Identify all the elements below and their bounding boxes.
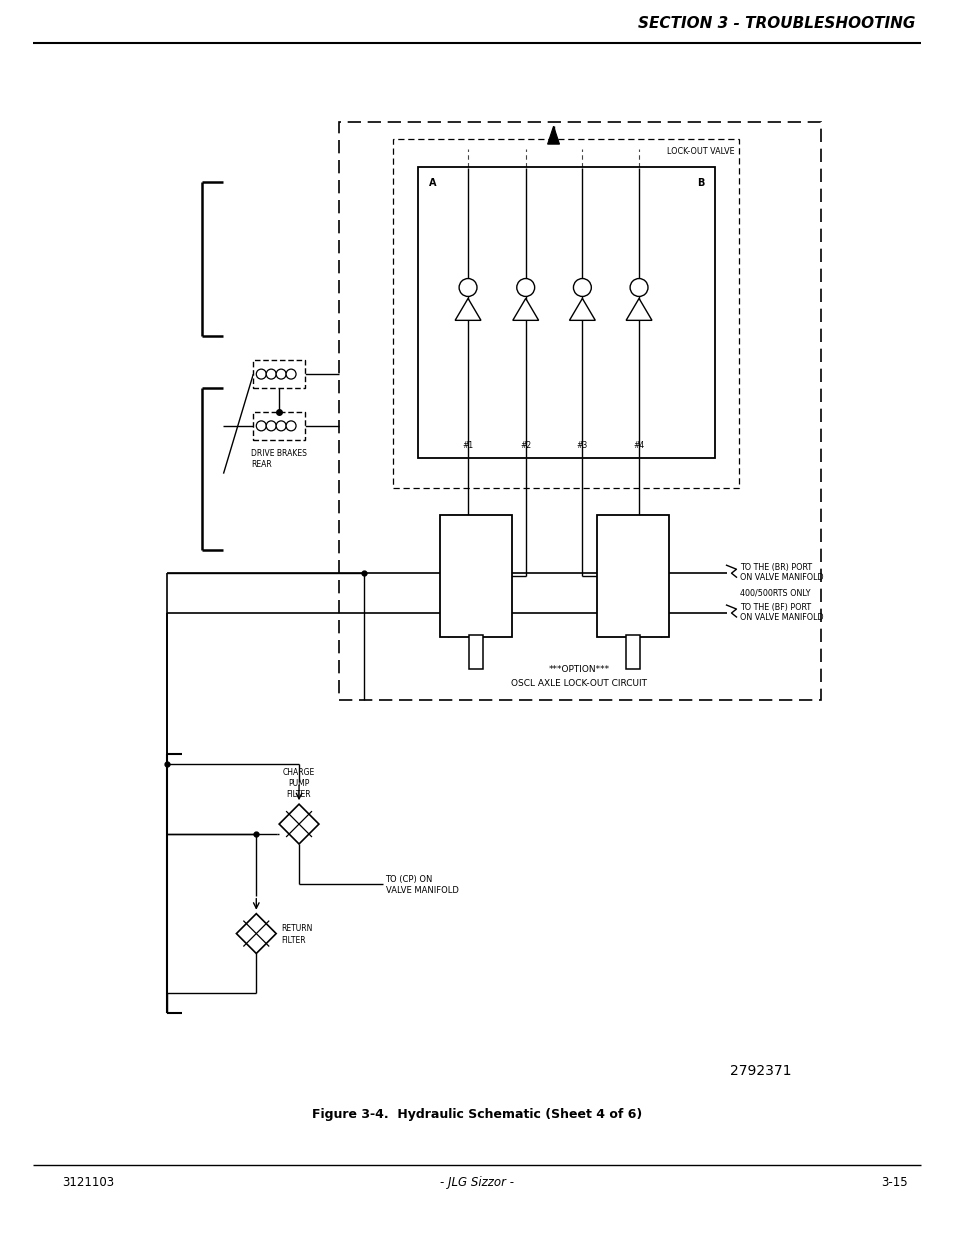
Text: CHARGE: CHARGE [283,768,314,777]
Circle shape [573,279,591,296]
Circle shape [286,421,295,431]
Polygon shape [547,126,558,144]
Bar [253,412,305,440]
Text: Figure 3-4.  Hydraulic Schematic (Sheet 4 of 6): Figure 3-4. Hydraulic Schematic (Sheet 4… [312,1108,641,1121]
Text: REAR: REAR [251,461,272,469]
Text: ON VALVE MANIFOLD: ON VALVE MANIFOLD [740,573,823,582]
Text: #3: #3 [577,441,587,451]
Text: B: B [697,178,703,188]
Text: OSCL AXLE LOCK-OUT CIRCUIT: OSCL AXLE LOCK-OUT CIRCUIT [511,679,647,688]
Bar [393,140,739,488]
Bar [253,361,305,388]
Circle shape [266,421,275,431]
Circle shape [458,279,476,296]
Text: PUMP: PUMP [288,779,310,788]
Bar [469,635,482,669]
Text: 3-15: 3-15 [880,1176,906,1189]
Circle shape [256,369,266,379]
Circle shape [629,279,647,296]
Text: #1: #1 [462,441,473,451]
Text: RETURN: RETURN [281,924,313,934]
Polygon shape [279,804,318,844]
Text: FILTER: FILTER [281,936,306,945]
Text: A: A [428,178,436,188]
Bar [597,515,668,637]
Text: 400/500RTS ONLY: 400/500RTS ONLY [740,589,810,598]
Text: DRIVE BRAKES: DRIVE BRAKES [251,450,307,458]
Polygon shape [513,299,538,320]
Polygon shape [625,299,651,320]
Bar [625,635,639,669]
Circle shape [517,279,534,296]
Circle shape [256,421,266,431]
Text: TO THE (BR) PORT: TO THE (BR) PORT [740,563,812,572]
Text: ON VALVE MANIFOLD: ON VALVE MANIFOLD [740,613,823,621]
Bar [418,167,714,458]
Text: VALVE MANIFOLD: VALVE MANIFOLD [385,887,458,895]
Text: TO (CP) ON: TO (CP) ON [385,876,433,884]
Circle shape [266,369,275,379]
Text: - JLG Sizzor -: - JLG Sizzor - [439,1176,514,1189]
Text: #4: #4 [633,441,644,451]
Text: ***OPTION***: ***OPTION*** [548,666,609,674]
Text: TO THE (BF) PORT: TO THE (BF) PORT [740,603,811,611]
Circle shape [286,369,295,379]
Text: LOCK-OUT VALVE: LOCK-OUT VALVE [666,147,734,156]
Bar [338,122,821,700]
Circle shape [275,421,286,431]
Text: SECTION 3 - TROUBLESHOOTING: SECTION 3 - TROUBLESHOOTING [638,16,915,31]
Bar [439,515,511,637]
Polygon shape [455,299,480,320]
Text: 2792371: 2792371 [729,1063,790,1078]
Circle shape [275,369,286,379]
Text: FILTER: FILTER [287,789,311,799]
Text: #2: #2 [519,441,531,451]
Polygon shape [236,914,275,953]
Polygon shape [569,299,595,320]
Text: 3121103: 3121103 [62,1176,114,1189]
